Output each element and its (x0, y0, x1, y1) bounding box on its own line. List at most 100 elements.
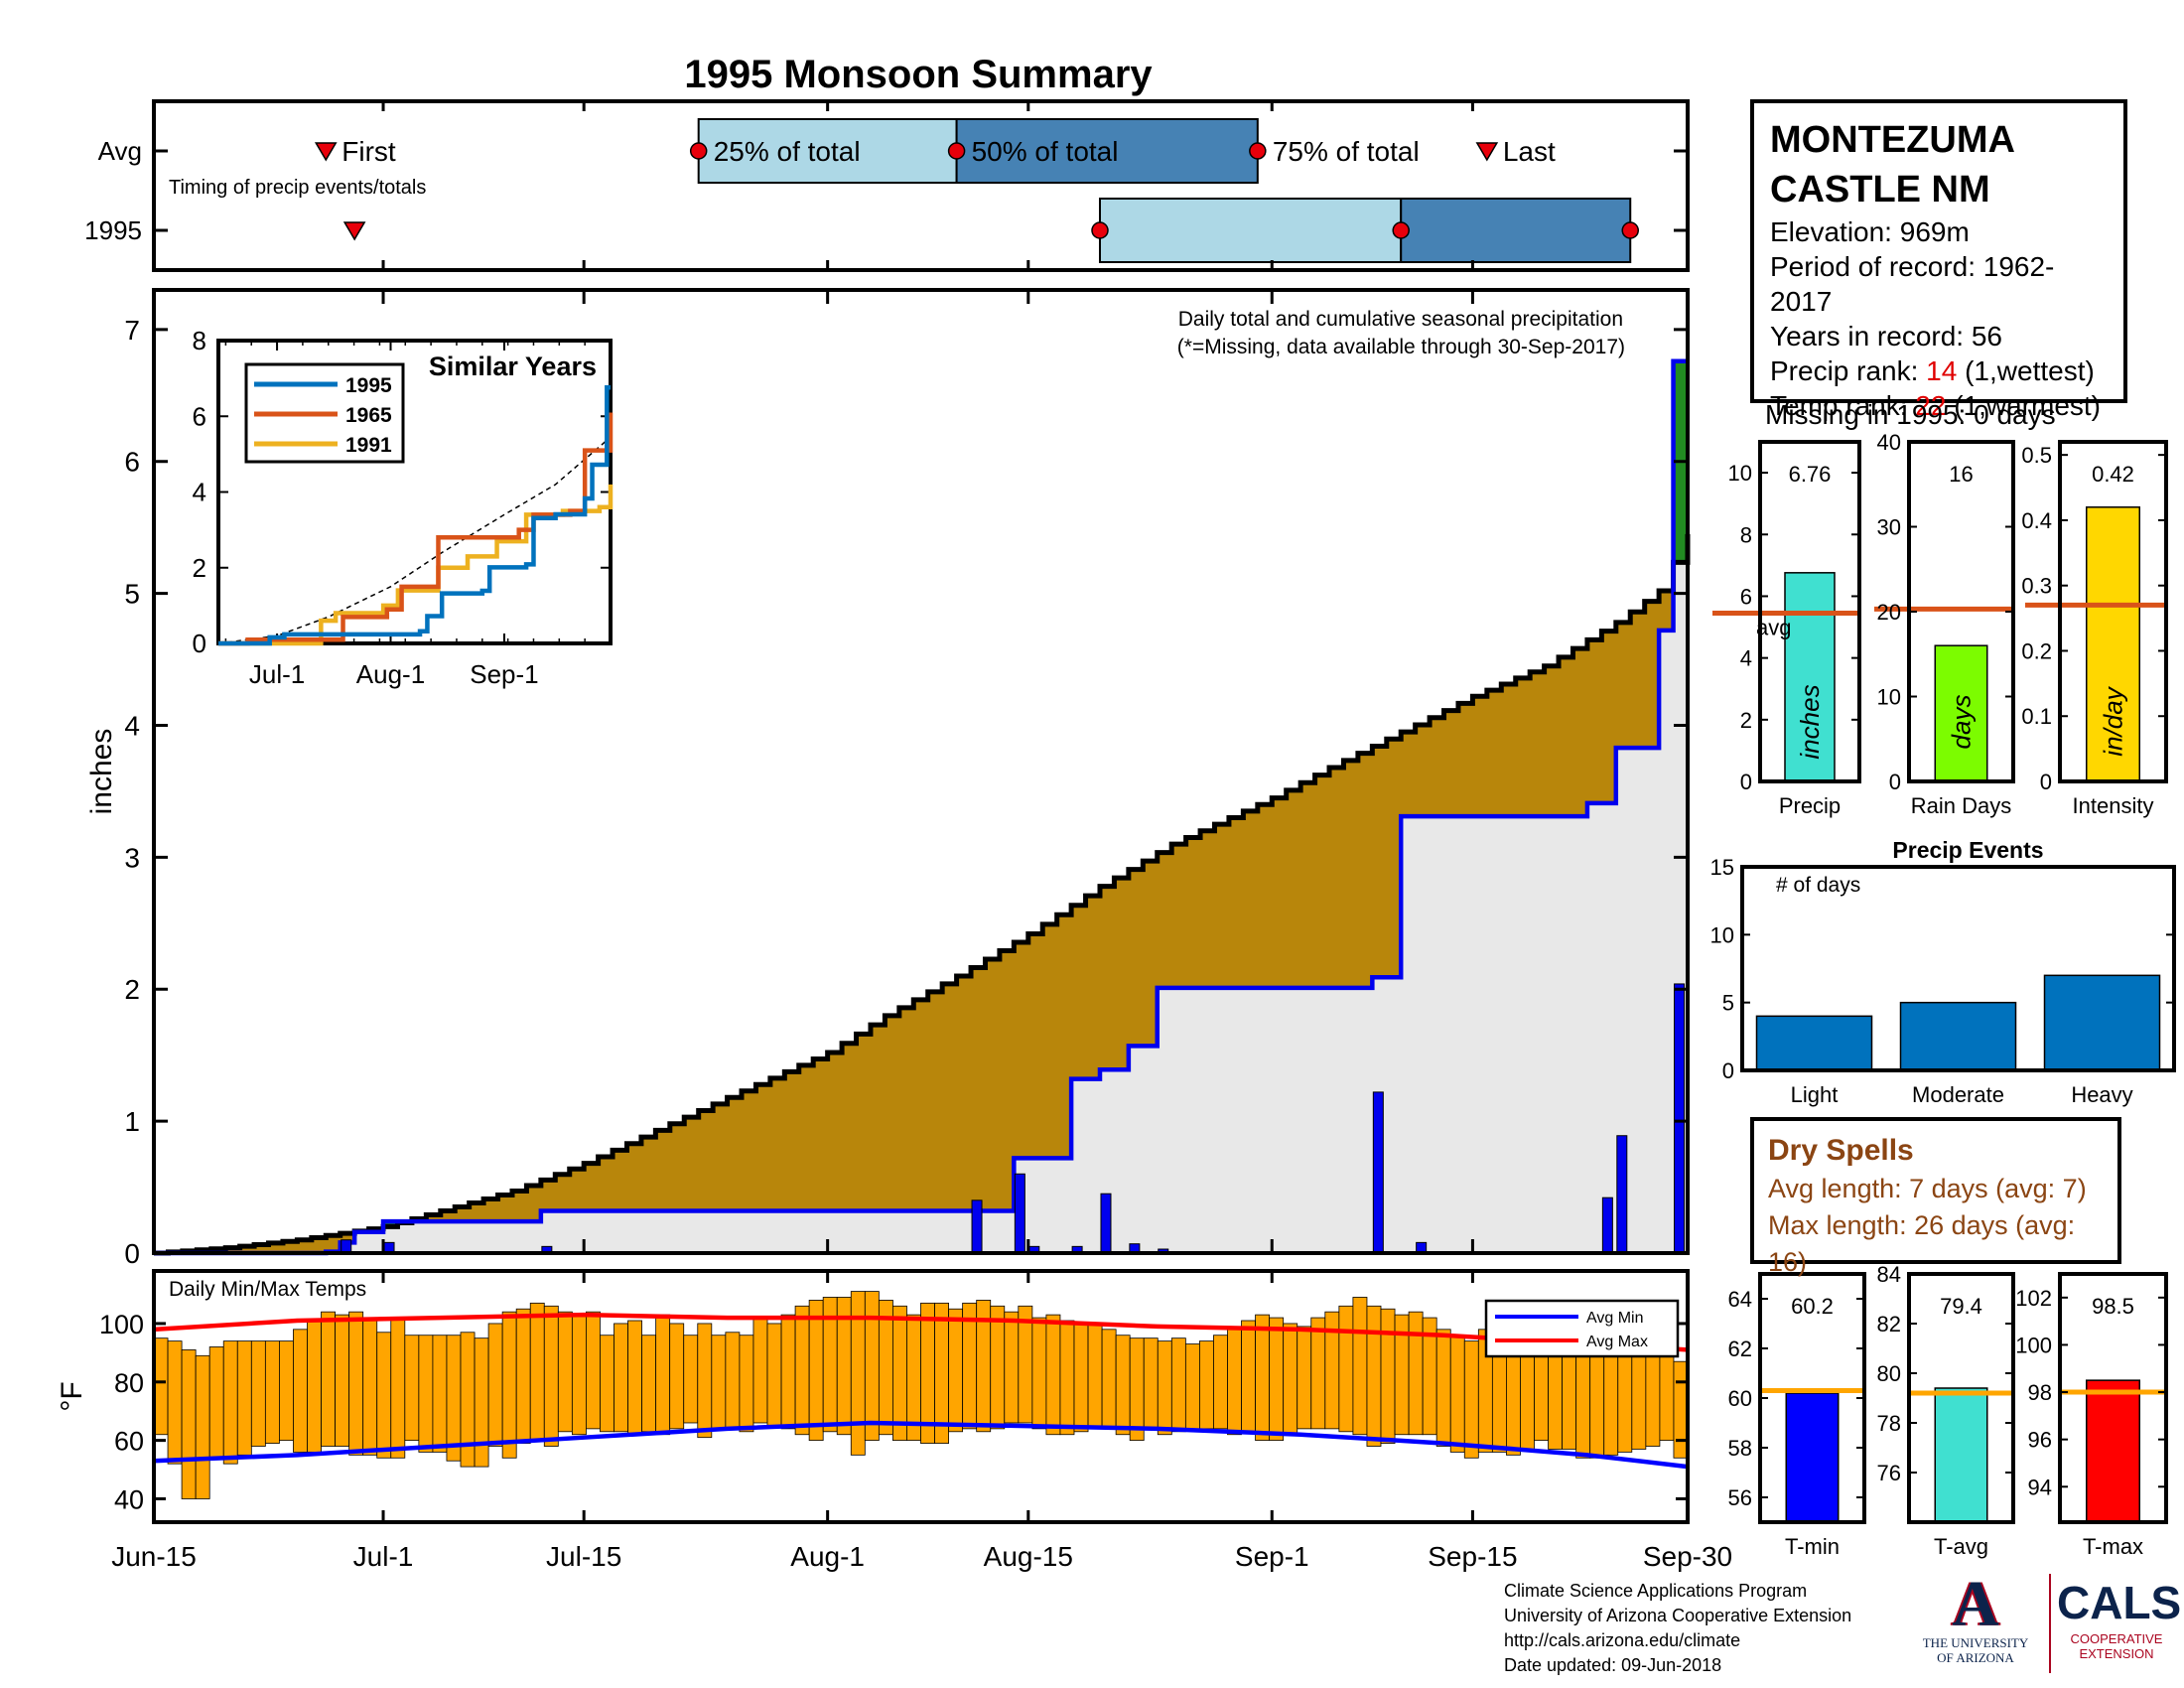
t-avg-y-tick-label: 78 (1877, 1411, 1901, 1436)
daily-temp-bar (683, 1335, 699, 1424)
daily-temp-bar (557, 1311, 573, 1433)
daily-temp-bar (1380, 1308, 1396, 1444)
t-min-value-label: 60.2 (1791, 1294, 1834, 1319)
daily-temp-bar (1283, 1323, 1298, 1436)
inset-legend-label: 1995 (345, 374, 392, 397)
inset-y-tick-label: 0 (193, 629, 206, 658)
daily-temp-bar (487, 1323, 503, 1447)
inset-x-tick-label: Sep-1 (470, 659, 538, 689)
credits-url: http://cals.arizona.edu/climate (1504, 1630, 1741, 1650)
daily-temp-bar (1018, 1305, 1033, 1424)
x-tick-label: Aug-1 (790, 1541, 865, 1572)
daily-temp-bar (1045, 1314, 1061, 1436)
daily-temp-bar (1059, 1320, 1075, 1436)
daily-temp-bar (236, 1340, 252, 1456)
rain-days-y-tick-label: 30 (1877, 515, 1901, 540)
daily-temp-bar (1115, 1335, 1131, 1436)
intensity-x-label: Intensity (2073, 793, 2154, 818)
daily-temp-bar (1352, 1297, 1368, 1436)
avg-p25-marker (689, 142, 708, 160)
timing-caption: Timing of precip events/totals (169, 177, 426, 199)
daily-temp-bar (376, 1332, 392, 1459)
daily-temp-bar (1101, 1329, 1117, 1430)
daily-temp-bar (1520, 1349, 1535, 1450)
daily-temp-bar (586, 1311, 601, 1430)
university-of-arizona-logo: A THE UNIVERSITY OF ARIZONA (1916, 1572, 2035, 1666)
year-first-marker (342, 221, 366, 241)
x-tick-label: Jul-15 (546, 1541, 621, 1572)
rain-days-x-label: Rain Days (1911, 793, 2011, 818)
daily-temp-bar (1157, 1340, 1172, 1436)
y-tick-label: 7 (124, 315, 140, 346)
precip-total-y-tick-label: 0 (1740, 770, 1752, 794)
y-tick-label: 3 (124, 842, 140, 873)
daily-temp-bar (711, 1335, 727, 1430)
x-tick-label: Aug-15 (984, 1541, 1073, 1572)
cals-logo: CALS COOPERATIVE EXTENSION (2057, 1574, 2181, 1661)
t-avg-y-tick-label: 76 (1877, 1461, 1901, 1485)
intensity-y-tick-label: 0.2 (2021, 638, 2052, 663)
daily-temp-bar (250, 1340, 266, 1447)
daily-temp-bar (1241, 1320, 1256, 1433)
daily-temp-bar (990, 1305, 1006, 1430)
daily-temp-bar (1603, 1346, 1619, 1456)
daily-temp-bar (1143, 1337, 1159, 1430)
daily-temp-bar (780, 1314, 796, 1430)
precip-total-y-tick-label: 8 (1740, 522, 1752, 547)
t-min-x-label: T-min (1785, 1534, 1840, 1559)
daily-temp-bar (1463, 1340, 1479, 1459)
daily-temp-bar (1297, 1326, 1312, 1430)
daily-temp-bar (808, 1300, 824, 1442)
station-name-line1: MONTEZUMA (1770, 119, 2015, 161)
daily-temp-bar (1659, 1351, 1675, 1442)
t-avg-y-tick-label: 82 (1877, 1312, 1901, 1336)
t-max-y-tick-label: 94 (2028, 1475, 2052, 1499)
precip-total-bar-label: inches (1795, 684, 1825, 759)
intensity-bar-label: in/day (2099, 685, 2128, 756)
t-min-y-tick-label: 64 (1728, 1287, 1752, 1312)
dry-spells-max-length: Max length: 26 days (avg: 16) (1768, 1210, 2076, 1277)
precip-events-y-tick-label: 0 (1722, 1058, 1734, 1083)
credits-date: Date updated: 09-Jun-2018 (1504, 1655, 1722, 1675)
precip-total-value-label: 6.76 (1789, 462, 1832, 487)
avg-max-line (153, 1312, 1689, 1352)
year-p25-marker (1091, 221, 1109, 239)
daily-temp-bar (1269, 1317, 1285, 1442)
x-tick-label: Sep-1 (1235, 1541, 1309, 1572)
daily-temp-bar (1408, 1311, 1424, 1436)
precip-events-frame (1740, 865, 2176, 1072)
inset-legend-label: 1965 (345, 404, 392, 427)
daily-temp-bar (404, 1335, 420, 1442)
x-tick-label: Jul-1 (353, 1541, 414, 1572)
daily-temp-bar (418, 1335, 434, 1453)
daily-temp-bar (362, 1320, 378, 1456)
rain-days-value-label: 16 (1949, 462, 1973, 487)
daily-temp-bar (627, 1320, 642, 1436)
temp-rank-prefix: Temp rank: (1770, 390, 1916, 421)
daily-temp-bar (1617, 1349, 1633, 1453)
daily-precip-bar (1014, 1173, 1025, 1254)
daily-temp-bar (794, 1305, 810, 1436)
credits-line1: Climate Science Applications Program (1504, 1581, 1808, 1601)
precip-rank: Precip rank: 14 (1,wettest) (1770, 353, 2108, 388)
t-max-y-tick-label: 102 (2015, 1286, 2052, 1311)
daily-precip-bar (971, 1199, 983, 1254)
inset-y-tick-label: 2 (193, 553, 206, 583)
daily-temp-bar (1506, 1343, 1521, 1456)
precip-total-frame (1758, 440, 1861, 783)
daily-temp-bar (864, 1291, 880, 1442)
avg-q2-box (955, 118, 1259, 184)
rain-days-y-tick-label: 0 (1889, 770, 1901, 794)
x-tick-label: Jun-15 (111, 1541, 197, 1572)
daily-temp-bar (348, 1311, 364, 1456)
daily-temp-bar (725, 1332, 741, 1430)
main-chart-note: (*=Missing, data available through 30-Se… (1177, 336, 1625, 358)
precip-events-bar (2043, 974, 2161, 1071)
intensity-value-label: 0.42 (2092, 462, 2134, 487)
station-info-box: MONTEZUMA CASTLE NM Elevation: 969m Peri… (1750, 99, 2127, 421)
precip-total-avg-label: avg (1756, 616, 1791, 640)
daily-temp-bar (446, 1335, 462, 1462)
daily-temp-bar (739, 1335, 754, 1433)
x-tick-label: Sep-15 (1428, 1541, 1517, 1572)
